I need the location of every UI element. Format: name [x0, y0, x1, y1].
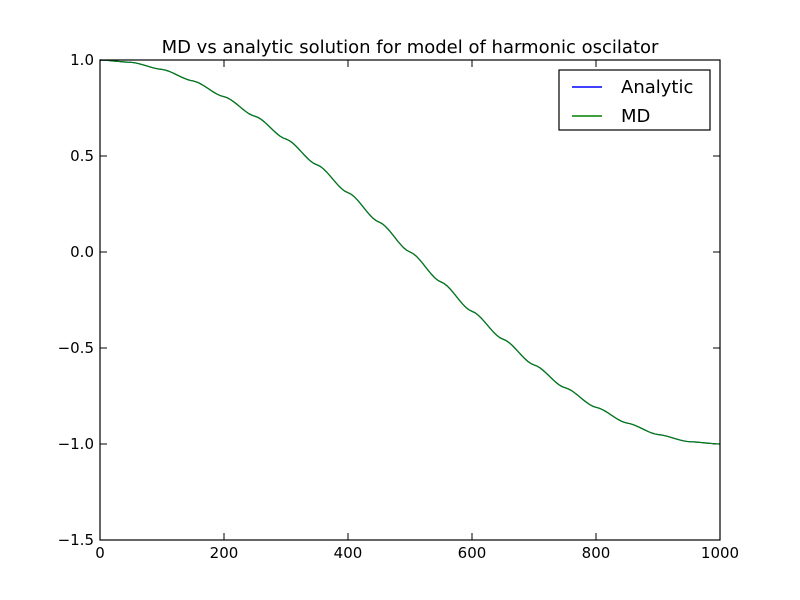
- x-tick-label: 800: [582, 544, 611, 562]
- series-lines: [99, 59, 721, 445]
- y-tick-label: 0.0: [70, 243, 94, 261]
- x-tick-label: 400: [334, 544, 363, 562]
- legend-label-md: MD: [621, 106, 650, 127]
- legend: Analytic MD: [558, 69, 711, 131]
- y-tick-label: −1.5: [58, 531, 94, 549]
- x-tick-label: 1000: [701, 544, 739, 562]
- x-tick-label: 600: [458, 544, 487, 562]
- x-tick-label: 0: [95, 544, 105, 562]
- y-tick-label: −0.5: [58, 339, 94, 357]
- chart-title: MD vs analytic solution for model of har…: [162, 37, 659, 58]
- y-axis: 1.0 0.5 0.0 −0.5 −1.0 −1.5: [58, 51, 720, 549]
- legend-label-analytic: Analytic: [621, 77, 693, 98]
- y-tick-label: 1.0: [70, 51, 94, 69]
- series-line-md: [99, 59, 721, 445]
- y-tick-label: −1.0: [58, 435, 94, 453]
- x-tick-label: 200: [210, 544, 239, 562]
- y-tick-label: 0.5: [70, 147, 94, 165]
- plot-area: [100, 60, 720, 540]
- x-axis: 0 200 400 600 800 1000: [95, 60, 739, 562]
- legend-box: [558, 69, 711, 131]
- plot-frame: [99, 59, 721, 541]
